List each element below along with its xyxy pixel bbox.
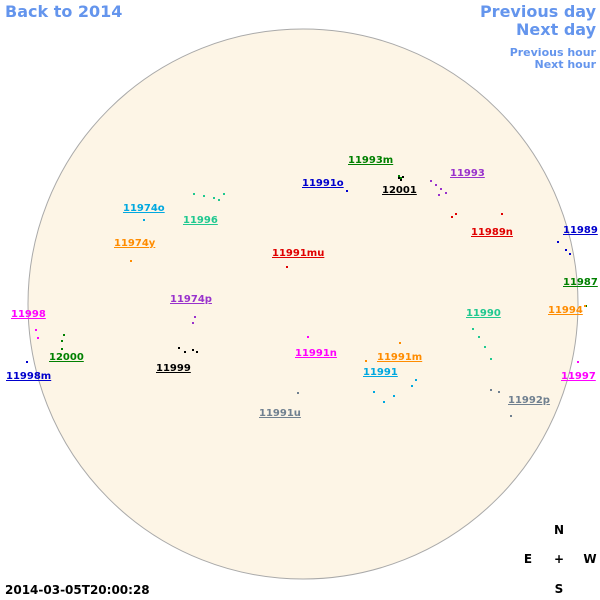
- region-label: 11989n: [471, 227, 513, 238]
- region-label: 11991o: [302, 178, 344, 189]
- sunspot: [472, 328, 474, 330]
- region-label: 11987: [563, 277, 598, 288]
- sunspot: [557, 241, 559, 243]
- sunspot: [438, 194, 440, 196]
- region-label: 11989: [563, 225, 598, 236]
- region-label: 11998: [11, 309, 46, 320]
- sunspot: [63, 334, 65, 336]
- next-day-link[interactable]: Next day: [516, 20, 597, 39]
- sunspot: [383, 401, 385, 403]
- sunspot: [178, 347, 180, 349]
- region-label: 11991n: [295, 348, 337, 359]
- sunspot: [577, 361, 579, 363]
- sunspot: [194, 316, 196, 318]
- compass-west: W: [583, 552, 596, 566]
- region-label: 11996: [183, 215, 218, 226]
- sunspot: [26, 361, 28, 363]
- compass-east: E: [524, 552, 532, 566]
- sunspot: [411, 385, 413, 387]
- sunspot: [478, 336, 480, 338]
- sunspot: [143, 219, 145, 221]
- sunspot: [584, 305, 586, 307]
- sunspot: [400, 177, 402, 179]
- sunspot: [61, 340, 63, 342]
- region-label: 11999: [156, 363, 191, 374]
- region-label: 11993: [450, 168, 485, 179]
- previous-day-link[interactable]: Previous day: [480, 2, 597, 21]
- sunspot: [223, 193, 225, 195]
- region-label: 11993m: [348, 155, 393, 166]
- sunspot: [430, 180, 432, 182]
- next-hour-link[interactable]: Next hour: [535, 58, 597, 71]
- region-label: 11991: [363, 367, 398, 378]
- region-label: 12000: [49, 352, 84, 363]
- sunspot: [510, 415, 512, 417]
- region-label: 11990: [466, 308, 501, 319]
- compass-north: N: [554, 523, 564, 537]
- region-label: 11994: [548, 305, 583, 316]
- sunspot: [193, 193, 195, 195]
- sunspot: [196, 351, 198, 353]
- sunspot: [399, 342, 401, 344]
- sunspot: [498, 391, 500, 393]
- sunspot: [203, 195, 205, 197]
- compass-south: S: [555, 582, 564, 596]
- sunspot: [565, 249, 567, 251]
- sunspot: [297, 392, 299, 394]
- region-label: 11991u: [259, 408, 301, 419]
- sunspot: [35, 329, 37, 331]
- sunspot: [286, 266, 288, 268]
- sunspot: [455, 213, 457, 215]
- region-label: 11992p: [508, 395, 550, 406]
- timestamp: 2014-03-05T20:00:28: [5, 583, 150, 597]
- back-year-link[interactable]: Back to 2014: [5, 2, 122, 21]
- region-label: 11974o: [123, 203, 165, 214]
- sunspot: [37, 337, 39, 339]
- sunspot: [184, 351, 186, 353]
- compass-center: +: [554, 552, 564, 566]
- sunspot: [213, 197, 215, 199]
- sunspot: [402, 176, 404, 178]
- sunspot: [501, 213, 503, 215]
- sunspot: [569, 253, 571, 255]
- solar-disk: [27, 28, 579, 580]
- region-label: 11991m: [377, 352, 422, 363]
- sunspot: [192, 349, 194, 351]
- region-label: 11974p: [170, 294, 212, 305]
- sunspot: [415, 379, 417, 381]
- sunspot: [61, 348, 63, 350]
- sunspot: [393, 395, 395, 397]
- sunspot: [365, 360, 367, 362]
- sunspot: [445, 192, 447, 194]
- region-label: 12001: [382, 185, 417, 196]
- sunspot: [192, 322, 194, 324]
- sunspot: [451, 216, 453, 218]
- sunspot: [307, 336, 309, 338]
- sunspot: [435, 184, 437, 186]
- sunspot: [130, 260, 132, 262]
- sunspot: [398, 175, 400, 177]
- region-label: 11997: [561, 371, 596, 382]
- sunspot: [373, 391, 375, 393]
- sunspot: [484, 346, 486, 348]
- region-label: 11974y: [114, 238, 156, 249]
- sunspot: [346, 190, 348, 192]
- sunspot: [400, 179, 402, 181]
- region-label: 11998m: [6, 371, 51, 382]
- sunspot: [490, 358, 492, 360]
- previous-hour-link[interactable]: Previous hour: [510, 46, 597, 59]
- sunspot: [490, 389, 492, 391]
- region-label: 11991mu: [272, 248, 324, 259]
- sunspot: [440, 188, 442, 190]
- sunspot: [398, 177, 400, 179]
- sunspot: [218, 199, 220, 201]
